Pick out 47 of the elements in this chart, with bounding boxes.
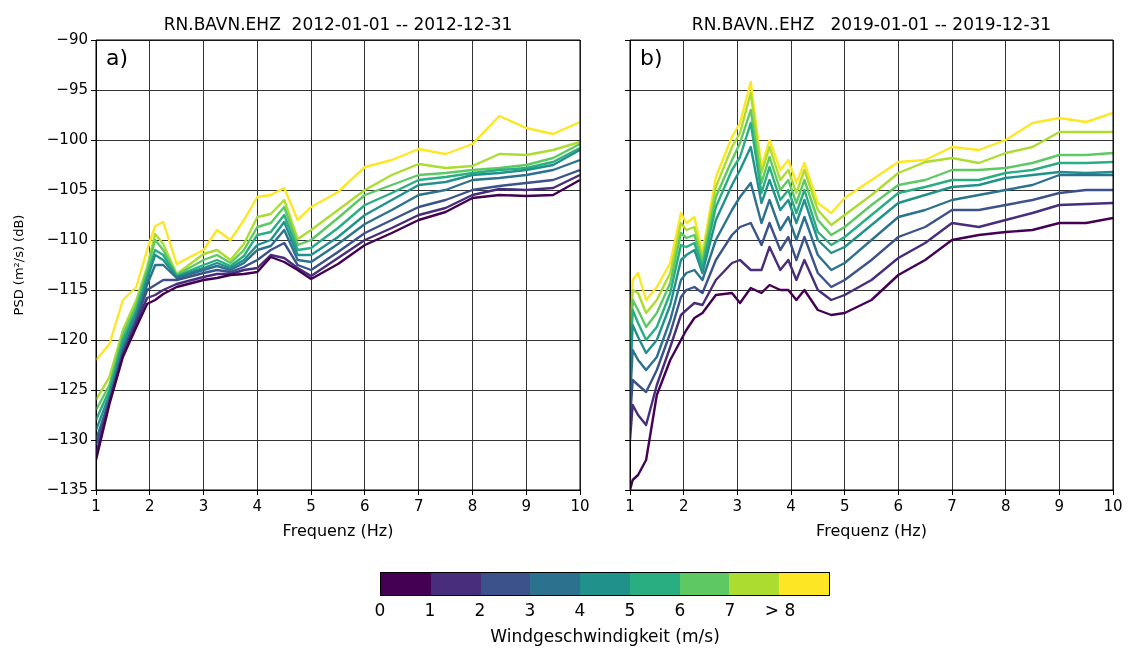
x-tick-label: 7: [947, 496, 957, 515]
y-tick-label: −105: [46, 179, 88, 198]
color-bar-label: 2: [474, 600, 486, 620]
x-tick-label: 1: [91, 496, 101, 515]
y-tick-label: −120: [46, 329, 88, 348]
x-tick-label: 7: [413, 496, 424, 515]
x-tick-label: 6: [360, 496, 370, 515]
y-tick-label: −110: [46, 229, 88, 248]
y-tick-label: −115: [46, 279, 88, 298]
color-bar-label: > 8: [764, 600, 796, 620]
y-tick-label: −130: [46, 429, 88, 448]
y-tick-label: −90: [56, 29, 88, 48]
color-bar-label: 5: [624, 600, 636, 620]
color-bar-title: Windgeschwindigkeit (m/s): [489, 626, 721, 646]
y-tick-label: −100: [46, 129, 88, 148]
annotation: b): [640, 44, 663, 70]
color-bar-label: 6: [674, 600, 686, 620]
x-axis-title: Frequenz (Hz): [816, 520, 927, 540]
x-tick-label: 1: [625, 496, 635, 515]
x-tick-label: 4: [252, 496, 263, 515]
color-bar-label: 1: [424, 600, 436, 620]
x-tick-label: 3: [198, 496, 209, 515]
chart-title: RN.BAVN.EHZ 2012-01-01 -- 2012-12-31: [163, 13, 513, 34]
x-tick-label: 8: [1000, 496, 1011, 515]
x-tick-label: 3: [732, 496, 743, 515]
y-tick-label: −135: [46, 479, 88, 498]
color-bar-label: 3: [524, 600, 536, 620]
x-tick-label: 6: [893, 496, 904, 515]
y-tick-label: −95: [56, 79, 88, 98]
y-tick-label: −125: [46, 379, 88, 398]
x-tick-label: 9: [1054, 496, 1065, 515]
annotation: a): [106, 44, 129, 70]
x-tick-label: 2: [145, 496, 155, 515]
x-axis-title: Frequenz (Hz): [282, 520, 394, 540]
x-tick-label: 4: [786, 496, 796, 515]
x-tick-label: 10: [570, 496, 590, 515]
color-bar-label: 0: [374, 600, 386, 620]
y-axis-title: PSD (m²/s) (dB): [11, 214, 27, 316]
color-bar-label: 4: [574, 600, 586, 620]
x-tick-label: 9: [521, 496, 531, 515]
color-bar-label: 7: [724, 600, 736, 620]
chart-title: RN.BAVN..EHZ 2019-01-01 -- 2019-12-31: [691, 13, 1052, 34]
x-tick-label: 5: [839, 496, 850, 515]
x-tick-label: 8: [467, 496, 478, 515]
x-tick-label: 10: [1103, 496, 1123, 515]
x-tick-label: 2: [678, 496, 689, 515]
x-tick-label: 5: [306, 496, 316, 515]
